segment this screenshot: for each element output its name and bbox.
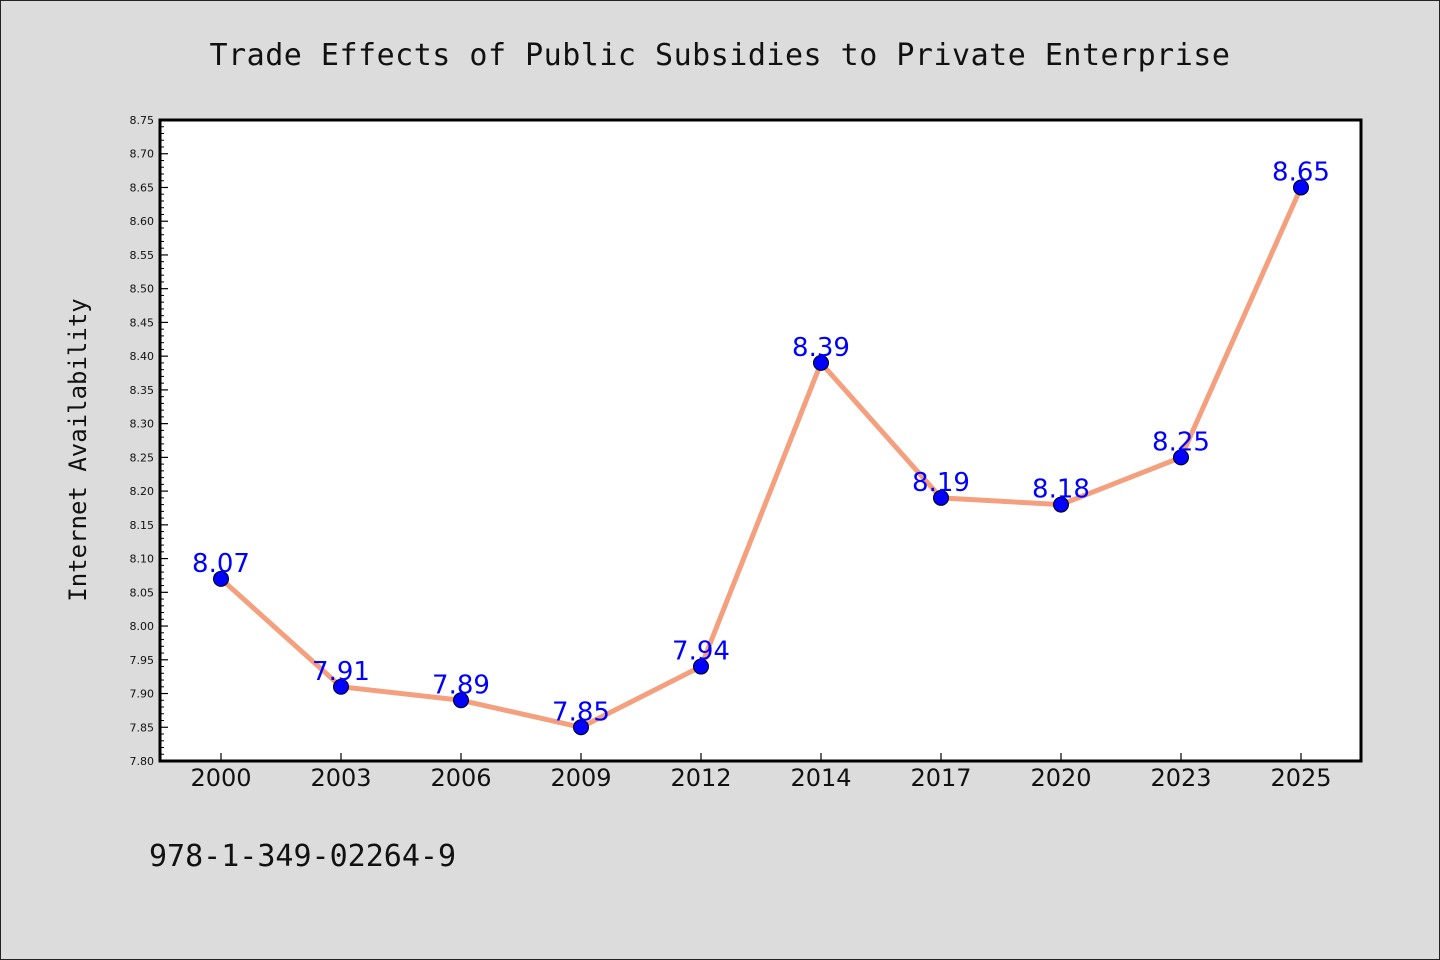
y-tick-label: 8.35	[130, 384, 155, 397]
data-markers	[213, 179, 1309, 736]
data-label: 8.18	[1032, 475, 1090, 505]
data-label: 8.65	[1272, 157, 1330, 187]
data-point	[1053, 496, 1069, 513]
x-tick-label: 2025	[1270, 764, 1331, 792]
x-tick-label: 2020	[1030, 764, 1091, 792]
data-label: 7.85	[552, 697, 610, 727]
x-tick-label: 2000	[190, 764, 251, 792]
x-axis: 2000 2003 2006 2009 2012 2014 2017 2020 2023 2025	[190, 753, 1332, 792]
data-labels: 8.07 7.91 7.89 7.85 7.94 8.39 8.19 8.18 8.25 8.65	[192, 157, 1330, 727]
y-tick-label: 8.10	[130, 553, 155, 566]
data-label: 8.07	[192, 549, 250, 579]
y-tick-label: 8.55	[130, 249, 155, 262]
x-tick-label: 2023	[1150, 764, 1211, 792]
data-point	[213, 570, 229, 587]
plot-area	[158, 118, 1363, 763]
x-tick-label: 2006	[430, 764, 491, 792]
x-tick-label: 2012	[670, 764, 731, 792]
y-tick-label: 8.15	[130, 519, 155, 532]
x-tick-label: 2014	[790, 764, 851, 792]
y-tick-label: 7.80	[130, 755, 155, 768]
data-label: 7.89	[432, 670, 490, 700]
data-label: 8.39	[792, 333, 850, 363]
y-tick-label: 8.30	[130, 418, 155, 431]
data-label: 8.25	[1152, 427, 1210, 457]
data-point	[453, 692, 469, 709]
y-tick-label: 8.40	[130, 350, 155, 363]
y-tick-label: 8.25	[130, 451, 155, 464]
y-tick-label: 8.05	[130, 586, 155, 599]
data-point	[573, 719, 589, 736]
y-tick-label: 7.85	[130, 721, 155, 734]
data-point	[813, 354, 829, 371]
y-tick-label: 8.60	[130, 215, 155, 228]
x-tick-label: 2009	[550, 764, 611, 792]
data-point	[933, 489, 949, 506]
y-tick-label: 8.00	[130, 620, 155, 633]
data-point	[1293, 179, 1309, 196]
data-label: 7.94	[672, 637, 730, 667]
y-tick-label: 8.20	[130, 485, 155, 498]
y-tick-label: 7.90	[130, 688, 155, 701]
y-tick-label: 8.65	[130, 181, 155, 194]
x-tick-label: 2003	[310, 764, 371, 792]
y-tick-label: 8.50	[130, 283, 155, 296]
data-point	[693, 658, 709, 675]
data-point	[1173, 449, 1189, 466]
data-point	[333, 678, 349, 695]
data-label: 7.91	[312, 657, 370, 687]
x-tick-label: 2017	[910, 764, 971, 792]
y-axis: 7.80 7.85 7.90 7.95 8.00 8.05 8.10 8.15 8.20 8.25…	[130, 114, 168, 768]
y-tick-label: 8.45	[130, 316, 155, 329]
y-tick-label: 8.75	[130, 114, 155, 127]
y-axis-label: Internet Availability	[64, 298, 92, 601]
chart-title: Trade Effects of Public Subsidies to Pri…	[210, 38, 1231, 73]
series-line	[218, 184, 1304, 730]
data-label: 8.19	[912, 468, 970, 498]
y-tick-label: 7.95	[130, 654, 155, 667]
y-tick-label: 8.70	[130, 148, 155, 161]
isbn-label: 978-1-349-02264-9	[149, 839, 456, 874]
